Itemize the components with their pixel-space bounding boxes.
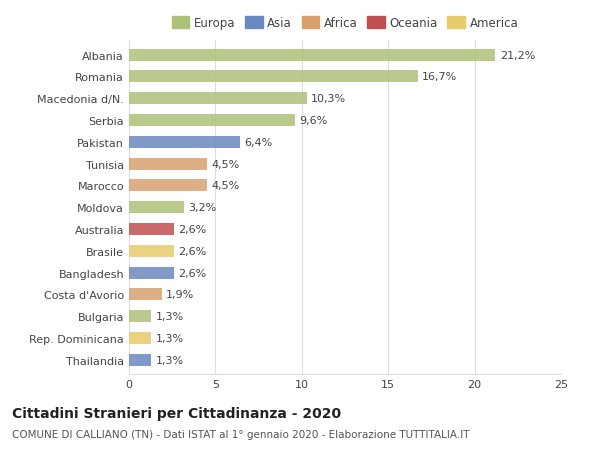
Bar	[129, 136, 239, 148]
Bar	[129, 267, 174, 279]
Bar	[129, 158, 207, 170]
Bar	[129, 71, 418, 83]
Text: 10,3%: 10,3%	[311, 94, 346, 104]
Text: 1,9%: 1,9%	[166, 290, 194, 300]
Legend: Europa, Asia, Africa, Oceania, America: Europa, Asia, Africa, Oceania, America	[169, 14, 521, 32]
Text: 21,2%: 21,2%	[500, 50, 535, 61]
Bar	[129, 93, 307, 105]
Bar	[129, 354, 151, 366]
Text: 1,3%: 1,3%	[156, 333, 184, 343]
Text: 2,6%: 2,6%	[178, 268, 206, 278]
Bar	[129, 310, 151, 322]
Bar	[129, 180, 207, 192]
Text: Cittadini Stranieri per Cittadinanza - 2020: Cittadini Stranieri per Cittadinanza - 2…	[12, 406, 341, 420]
Text: 2,6%: 2,6%	[178, 246, 206, 256]
Bar	[129, 224, 174, 235]
Bar	[129, 332, 151, 344]
Bar	[129, 289, 162, 301]
Text: 2,6%: 2,6%	[178, 224, 206, 235]
Text: 16,7%: 16,7%	[422, 72, 457, 82]
Text: 6,4%: 6,4%	[244, 137, 272, 147]
Text: COMUNE DI CALLIANO (TN) - Dati ISTAT al 1° gennaio 2020 - Elaborazione TUTTITALI: COMUNE DI CALLIANO (TN) - Dati ISTAT al …	[12, 429, 470, 439]
Bar	[129, 115, 295, 127]
Text: 4,5%: 4,5%	[211, 181, 239, 191]
Text: 3,2%: 3,2%	[188, 203, 217, 213]
Bar	[129, 202, 184, 214]
Text: 9,6%: 9,6%	[299, 116, 328, 126]
Bar	[129, 50, 496, 62]
Text: 1,3%: 1,3%	[156, 312, 184, 321]
Bar	[129, 245, 174, 257]
Text: 4,5%: 4,5%	[211, 159, 239, 169]
Text: 1,3%: 1,3%	[156, 355, 184, 365]
